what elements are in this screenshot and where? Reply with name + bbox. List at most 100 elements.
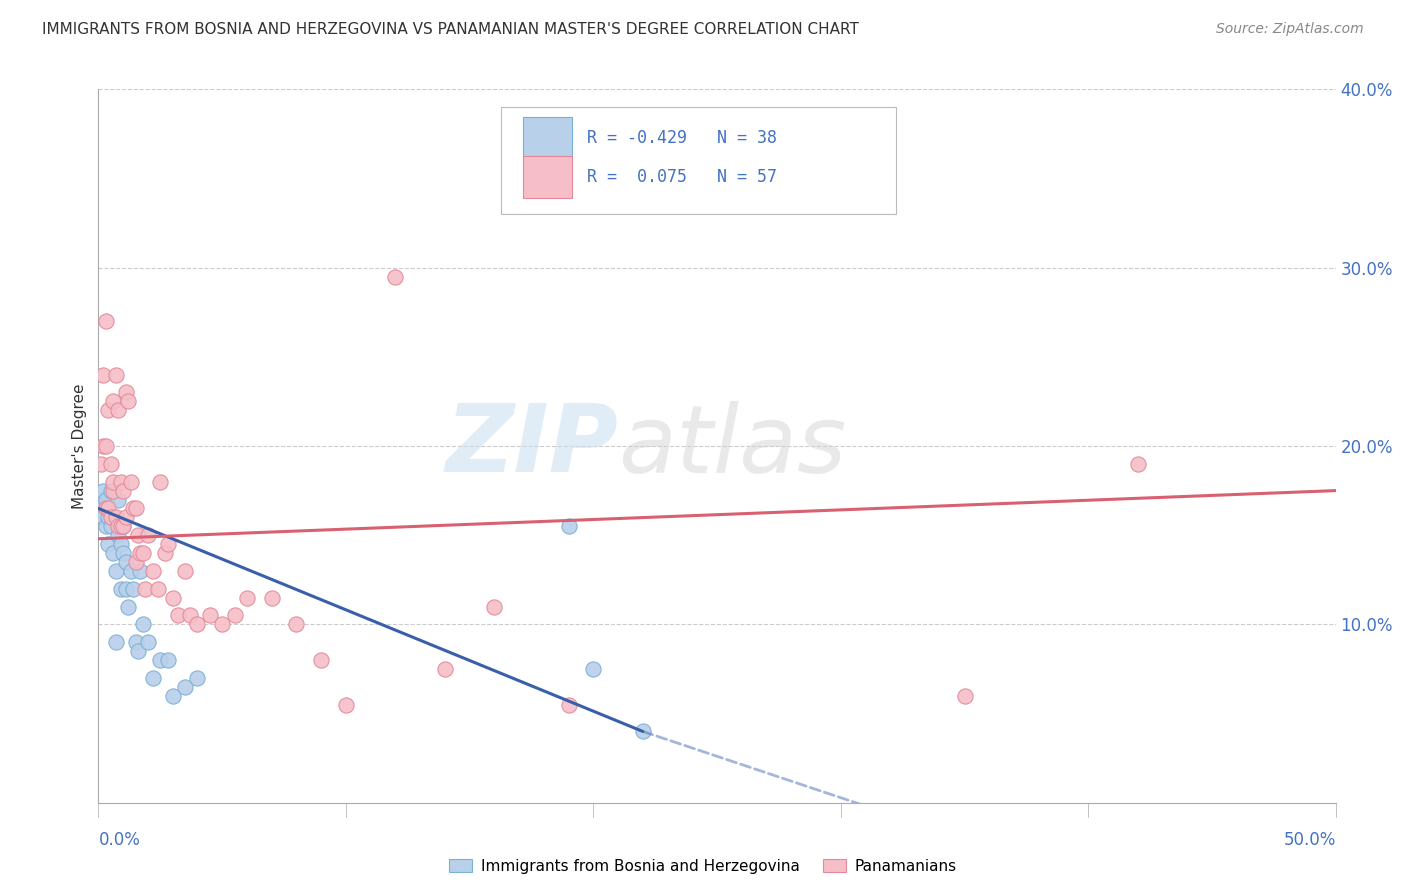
- Point: [94, 519, 117, 533]
- Point: [146, 582, 169, 596]
- Point: [136, 635, 159, 649]
- Text: ZIP: ZIP: [446, 400, 619, 492]
- Point: [94, 439, 117, 453]
- Point: [211, 617, 233, 632]
- Point: [107, 492, 129, 507]
- Point: [155, 546, 177, 560]
- Point: [100, 519, 122, 533]
- Point: [124, 635, 146, 649]
- Point: [117, 394, 139, 409]
- Point: [104, 564, 127, 578]
- Point: [94, 492, 117, 507]
- Point: [94, 501, 117, 516]
- Point: [132, 546, 155, 560]
- Point: [198, 608, 221, 623]
- Point: [103, 394, 125, 409]
- Point: [142, 671, 165, 685]
- Point: [103, 546, 125, 560]
- Point: [112, 483, 135, 498]
- Point: [124, 501, 146, 516]
- Point: [112, 519, 135, 533]
- Point: [1126, 457, 1149, 471]
- Point: [107, 528, 129, 542]
- Point: [953, 689, 976, 703]
- Point: [93, 510, 115, 524]
- Point: [127, 528, 149, 542]
- Point: [260, 591, 283, 605]
- Point: [94, 314, 117, 328]
- Point: [162, 689, 184, 703]
- Point: [132, 617, 155, 632]
- Point: [134, 582, 156, 596]
- Point: [149, 475, 172, 489]
- Point: [103, 475, 125, 489]
- Point: [93, 483, 115, 498]
- Point: [104, 510, 127, 524]
- Point: [557, 519, 579, 533]
- Point: [236, 591, 259, 605]
- Point: [100, 483, 122, 498]
- Point: [309, 653, 332, 667]
- Point: [631, 724, 654, 739]
- Point: [103, 483, 125, 498]
- Point: [120, 564, 142, 578]
- Point: [93, 439, 115, 453]
- Point: [174, 564, 197, 578]
- Point: [103, 510, 125, 524]
- Point: [110, 537, 132, 551]
- Point: [384, 269, 406, 284]
- FancyBboxPatch shape: [523, 117, 572, 159]
- Point: [114, 510, 136, 524]
- Point: [97, 501, 120, 516]
- Point: [129, 546, 152, 560]
- Point: [122, 501, 145, 516]
- Point: [107, 403, 129, 417]
- Point: [97, 510, 120, 524]
- Point: [97, 537, 120, 551]
- Point: [107, 519, 129, 533]
- Point: [136, 528, 159, 542]
- Point: [110, 582, 132, 596]
- Point: [110, 519, 132, 533]
- Point: [156, 537, 179, 551]
- Text: atlas: atlas: [619, 401, 846, 491]
- Point: [129, 564, 152, 578]
- Point: [117, 599, 139, 614]
- Point: [110, 475, 132, 489]
- Text: R = -0.429   N = 38: R = -0.429 N = 38: [588, 128, 778, 146]
- Point: [124, 555, 146, 569]
- Point: [90, 457, 112, 471]
- Point: [174, 680, 197, 694]
- Point: [186, 671, 208, 685]
- Point: [166, 608, 188, 623]
- Point: [114, 385, 136, 400]
- Point: [142, 564, 165, 578]
- FancyBboxPatch shape: [501, 107, 897, 214]
- Point: [114, 582, 136, 596]
- Point: [335, 698, 357, 712]
- Point: [162, 591, 184, 605]
- Point: [100, 510, 122, 524]
- FancyBboxPatch shape: [523, 156, 572, 198]
- Legend: Immigrants from Bosnia and Herzegovina, Panamanians: Immigrants from Bosnia and Herzegovina, …: [443, 853, 963, 880]
- Point: [93, 368, 115, 382]
- Point: [285, 617, 308, 632]
- Text: 50.0%: 50.0%: [1284, 831, 1336, 849]
- Point: [122, 582, 145, 596]
- Point: [104, 635, 127, 649]
- Text: R =  0.075   N = 57: R = 0.075 N = 57: [588, 168, 778, 186]
- Point: [97, 403, 120, 417]
- Point: [127, 644, 149, 658]
- Point: [120, 475, 142, 489]
- Y-axis label: Master's Degree: Master's Degree: [72, 384, 87, 508]
- Point: [179, 608, 201, 623]
- Text: IMMIGRANTS FROM BOSNIA AND HERZEGOVINA VS PANAMANIAN MASTER'S DEGREE CORRELATION: IMMIGRANTS FROM BOSNIA AND HERZEGOVINA V…: [42, 22, 859, 37]
- Point: [557, 698, 579, 712]
- Point: [149, 653, 172, 667]
- Point: [90, 492, 112, 507]
- Point: [104, 368, 127, 382]
- Point: [112, 546, 135, 560]
- Point: [112, 519, 135, 533]
- Point: [114, 555, 136, 569]
- Point: [186, 617, 208, 632]
